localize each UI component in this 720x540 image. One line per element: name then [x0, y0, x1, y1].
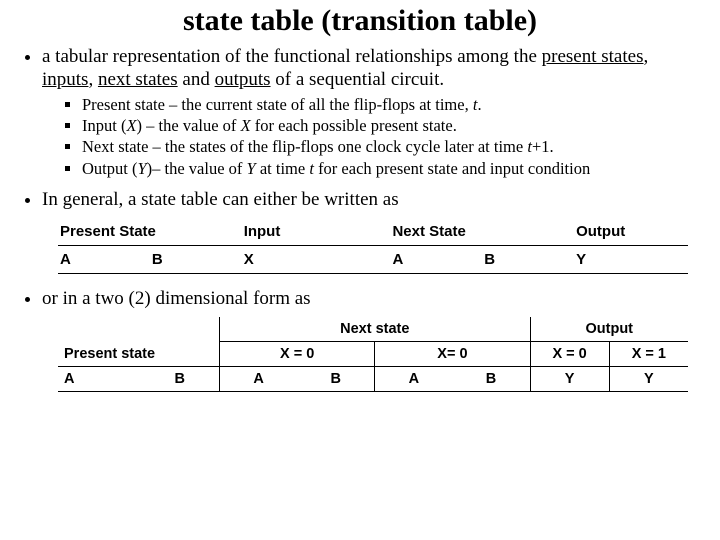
th2-present-state: Present state [58, 341, 220, 366]
th-input: Input [242, 218, 391, 246]
cell-y: Y [574, 246, 688, 274]
sub-next-state: Next state – the states of the flip-flop… [82, 136, 700, 157]
cell2-b: B [141, 366, 220, 391]
th2-x0-a: X = 0 [220, 341, 375, 366]
th-next-state: Next State [390, 218, 574, 246]
cell-x: X [242, 246, 391, 274]
page-title: state table (transition table) [20, 4, 700, 38]
sub-output: Output (Y)– the value of Y at time t for… [82, 158, 700, 179]
txt: a tabular representation of the function… [42, 46, 542, 67]
sub-list: Present state – the current state of all… [62, 94, 700, 180]
cell2-y2: Y [609, 366, 688, 391]
cell-b2: B [482, 246, 574, 274]
th2-x0-c: X = 0 [530, 341, 609, 366]
th-present-state: Present State [58, 218, 242, 246]
cell2-y1: Y [530, 366, 609, 391]
cell2-b3: B [452, 366, 530, 391]
cell2-b2: B [297, 366, 375, 391]
cell2-a2: A [220, 366, 298, 391]
state-table-2d: Next state Output Present state X = 0 X=… [58, 317, 688, 392]
th-output: Output [574, 218, 688, 246]
state-table-1d: Present State Input Next State Output A … [58, 218, 688, 274]
cell-a2: A [390, 246, 482, 274]
underline-outputs: outputs [215, 69, 271, 90]
th2-x0-b: X= 0 [375, 341, 530, 366]
cell2-a: A [58, 366, 141, 391]
cell-b: B [150, 246, 242, 274]
cell-a: A [58, 246, 150, 274]
underline-inputs: inputs [42, 69, 88, 90]
underline-present-states: present states [542, 46, 644, 67]
main-list: a tabular representation of the function… [24, 46, 700, 212]
bullet-definition: a tabular representation of the function… [42, 46, 700, 179]
th2-x1: X = 1 [609, 341, 688, 366]
main-list-2: or in a two (2) dimensional form as [24, 288, 700, 311]
bullet-2d: or in a two (2) dimensional form as [42, 288, 700, 311]
th2-output: Output [530, 317, 688, 342]
underline-next-states: next states [98, 69, 178, 90]
sub-input: Input (X) – the value of X for each poss… [82, 115, 700, 136]
th2-next-state: Next state [220, 317, 531, 342]
sub-present-state: Present state – the current state of all… [82, 94, 700, 115]
bullet-general: In general, a state table can either be … [42, 189, 700, 212]
cell2-a3: A [375, 366, 453, 391]
